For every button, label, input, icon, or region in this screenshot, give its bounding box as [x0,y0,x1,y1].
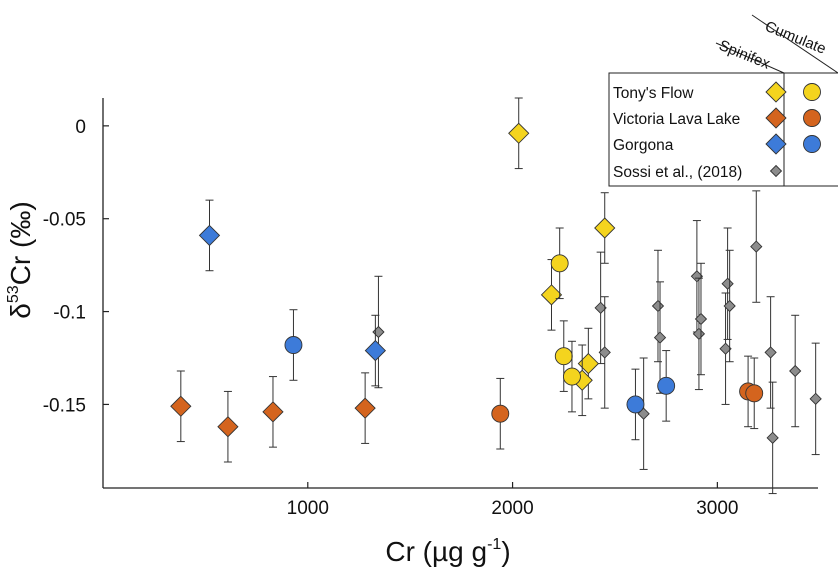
y-axis-title: δ53Cr (‰) [5,201,36,318]
y-tick-label: -0.05 [43,210,86,231]
y-tick-label: -0.15 [43,395,86,416]
legend-header-line-spinifex [715,42,785,74]
data-point-victoria-lava-lake [354,397,376,419]
data-point-sossi-et-al [653,331,667,344]
data-point-sossi-et-al [372,325,385,339]
legend-label-tonys-flow: Tony's Flow [613,85,694,102]
data-point-tony-s-flow [554,347,573,366]
data-point-sossi-et-al [721,277,734,290]
data-point-victoria-lava-lake [745,384,764,403]
legend-marker-cumulate [803,83,821,101]
data-points [170,97,822,495]
data-point-sossi-et-al [750,240,763,253]
data-point-tony-s-flow [594,217,616,239]
data-point-sossi-et-al [692,327,706,340]
legend-marker-spinifex [765,107,787,129]
data-point-gorgona [364,339,387,362]
y-tick-label: -0.1 [53,303,86,324]
data-point-sossi-et-al [598,346,611,359]
legend-marker-spinifex [765,81,787,103]
data-point-tony-s-flow [540,284,563,306]
data-point-victoria-lava-lake [491,404,510,423]
ticks: 1000 2000 3000 0 -0.05 -0.1 -0.15 [43,117,739,519]
legend: Spinifex Cumulate Tony's Flow Victoria L… [608,14,838,187]
legend-header-spinifex: Spinifex [717,37,773,73]
data-point-victoria-lava-lake [170,395,192,417]
data-point-victoria-lava-lake [262,401,284,423]
data-point-sossi-et-al [809,392,822,405]
x-axis-title: Cr (µg g-1) [385,536,510,567]
legend-marker-spinifex [765,133,787,155]
data-point-gorgona [198,224,221,247]
data-point-gorgona [626,395,645,414]
x-tick-label: 3000 [696,498,738,519]
legend-marker-sossi [769,164,783,178]
data-point-sossi-et-al [766,431,779,444]
x-tick-label: 1000 [287,498,329,519]
legend-header-cumulate: Cumulate [763,18,829,58]
data-point-sossi-et-al [694,312,708,326]
data-point-sossi-et-al [723,299,736,313]
legend-marker-cumulate [803,109,821,127]
legend-label-gorgona: Gorgona [613,137,674,154]
data-point-tony-s-flow [563,367,581,386]
data-point-gorgona [657,376,676,395]
data-point-tony-s-flow [577,352,599,375]
y-tick-label: 0 [75,117,86,138]
legend-markers [765,81,821,178]
data-point-gorgona [284,336,303,354]
legend-label-victoria-lava-lake: Victoria Lava Lake [613,111,740,128]
data-point-sossi-et-al [764,346,777,359]
legend-label-sossi: Sossi et al., (2018) [613,164,742,181]
axes [102,98,818,489]
data-point-tony-s-flow [508,122,530,144]
legend-header-line-cumulate [751,14,838,74]
legend-marker-cumulate [803,135,821,153]
data-point-victoria-lava-lake [217,416,239,438]
legend-box [608,72,838,187]
data-point-sossi-et-al [651,299,665,313]
x-tick-label: 2000 [491,498,533,519]
data-point-sossi-et-al [789,364,802,378]
data-point-tony-s-flow [550,254,569,273]
